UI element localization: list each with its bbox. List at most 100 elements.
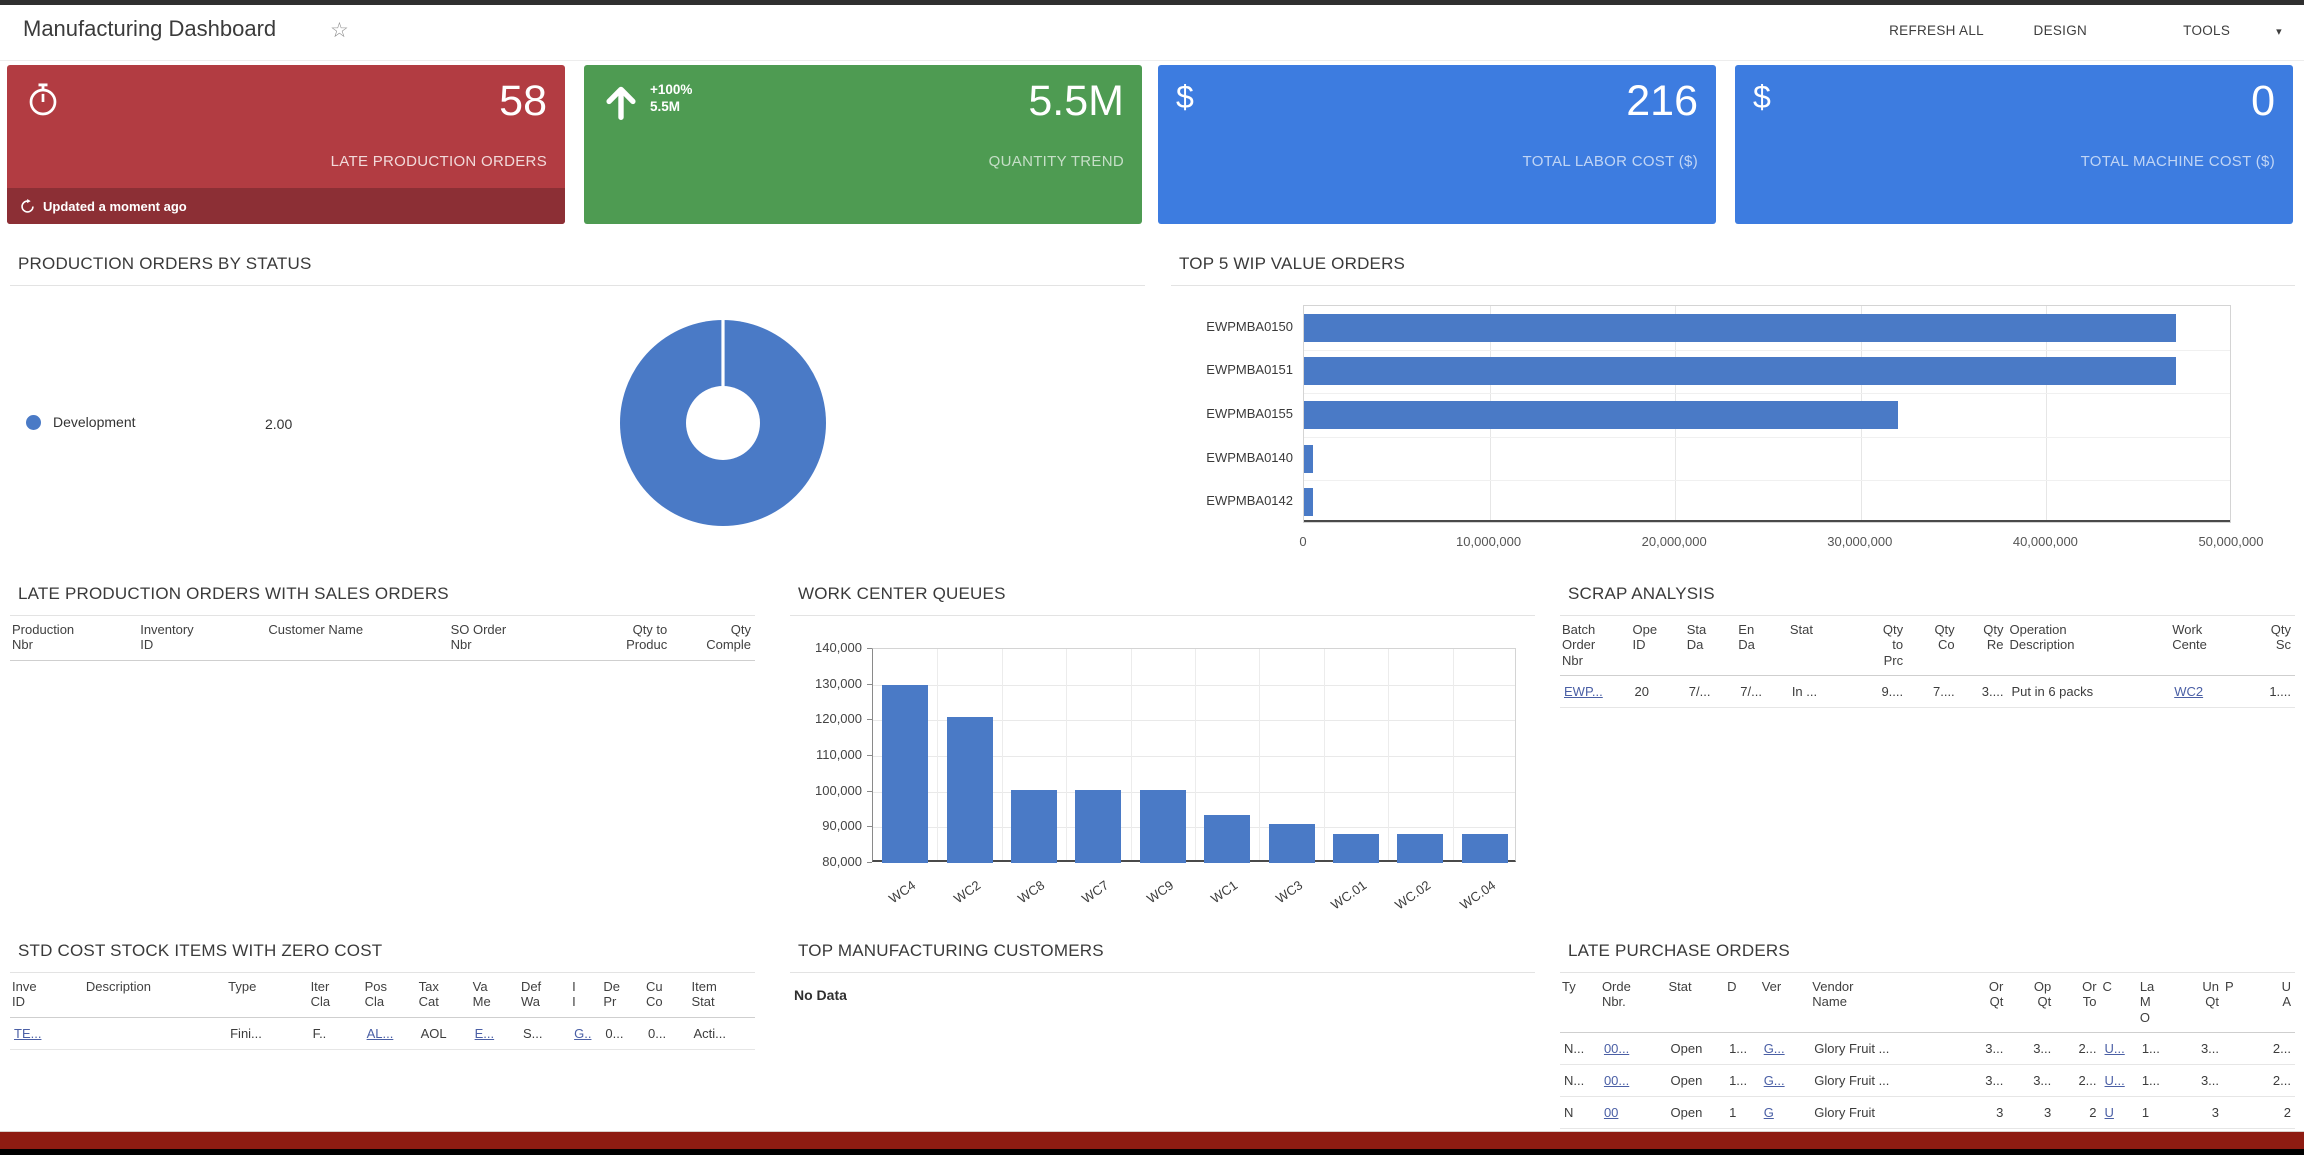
y-tick-label: 100,000 xyxy=(815,782,862,798)
design-button[interactable]: DESIGN xyxy=(2033,23,2088,38)
cell-link[interactable]: U... xyxy=(2104,1040,2125,1056)
column-header[interactable]: Qty Sc xyxy=(2240,616,2295,676)
bar[interactable] xyxy=(946,716,993,863)
column-header[interactable]: Ope ID xyxy=(1630,616,1685,676)
bar[interactable] xyxy=(882,684,929,863)
column-header[interactable]: Pos Cla xyxy=(362,973,417,1018)
column-header[interactable]: En Da xyxy=(1736,616,1788,676)
column-header[interactable]: Work Cente xyxy=(2170,616,2241,676)
bar[interactable] xyxy=(1075,789,1122,863)
bar[interactable] xyxy=(1333,834,1379,863)
column-header[interactable]: Ty xyxy=(1560,973,1600,1033)
column-header[interactable]: Stat xyxy=(1666,973,1726,1033)
x-tick-label: 50,000,000 xyxy=(2198,534,2264,549)
category-label: WC9 xyxy=(1143,877,1177,907)
cell-link[interactable]: 00... xyxy=(1603,1040,1630,1056)
column-header[interactable]: Qty Comple xyxy=(671,616,755,661)
cell-link[interactable]: U... xyxy=(2104,1072,2125,1088)
column-header[interactable]: Op Qt xyxy=(2007,973,2056,1033)
column-header[interactable]: Un Qt xyxy=(2177,973,2224,1033)
column-header[interactable]: P xyxy=(2223,973,2250,1033)
column-header[interactable]: Cu Co xyxy=(644,973,690,1018)
bar[interactable] xyxy=(1011,789,1057,863)
column-header[interactable]: Stat xyxy=(1787,616,1851,676)
column-header[interactable]: Item Stat xyxy=(689,973,755,1018)
bar[interactable] xyxy=(1139,789,1186,863)
column-header[interactable]: Iter Cla xyxy=(308,973,363,1018)
tools-button[interactable]: TOOLS ▾ xyxy=(2183,23,2282,38)
column-header[interactable]: Ver xyxy=(1759,973,1811,1033)
column-header[interactable]: Inventory ID xyxy=(138,616,267,661)
cell-link[interactable]: 00... xyxy=(1603,1072,1630,1088)
bar[interactable] xyxy=(1304,444,1314,473)
column-header[interactable]: Description xyxy=(83,973,227,1018)
kpi-late-production-orders[interactable]: 58 LATE PRODUCTION ORDERS Updated a mome… xyxy=(7,65,565,224)
column-header[interactable]: Production Nbr xyxy=(10,616,139,661)
column-header[interactable]: Def Wa xyxy=(518,973,571,1018)
legend-item[interactable]: Development xyxy=(26,414,136,430)
bar[interactable] xyxy=(1397,834,1444,863)
page-title: Manufacturing Dashboard xyxy=(23,16,277,41)
column-header[interactable]: De Pr xyxy=(601,973,645,1018)
panel-production-orders-by-status: PRODUCTION ORDERS BY STATUS Development … xyxy=(10,248,1145,566)
column-header[interactable]: D xyxy=(1725,973,1760,1033)
bar[interactable] xyxy=(1461,834,1508,863)
bar[interactable] xyxy=(1304,488,1314,517)
table-cell: 1... xyxy=(1725,1064,1760,1097)
cell-link[interactable]: EWP... xyxy=(1564,683,1603,699)
gridline xyxy=(873,827,1515,829)
column-header[interactable]: SO Order Nbr xyxy=(448,616,577,661)
category-label: WC.04 xyxy=(1456,877,1499,913)
favorite-star-icon[interactable]: ☆ xyxy=(330,19,349,42)
column-header[interactable]: Operation Description xyxy=(2007,616,2171,676)
table-cell: 2 xyxy=(2249,1096,2295,1129)
y-tick-mark xyxy=(867,790,872,792)
bar[interactable] xyxy=(1268,823,1315,863)
column-header[interactable]: Va Me xyxy=(470,973,519,1018)
y-tick-label: 80,000 xyxy=(822,854,862,869)
cell-link[interactable]: AL... xyxy=(366,1025,394,1041)
column-header[interactable]: Vendor Name xyxy=(1810,973,1960,1033)
cell-link[interactable]: G.. xyxy=(574,1025,592,1041)
cell-link[interactable]: G... xyxy=(1763,1072,1785,1088)
cell-link[interactable]: E... xyxy=(474,1025,495,1041)
table-cell: 3.... xyxy=(1958,675,2008,708)
bar[interactable] xyxy=(1304,313,2177,342)
column-header[interactable]: U A xyxy=(2249,973,2295,1033)
column-header[interactable]: Or Qt xyxy=(1959,973,2008,1033)
table-cell: 3... xyxy=(2177,1064,2224,1097)
column-header[interactable]: La M O xyxy=(2137,973,2178,1033)
column-header[interactable]: Type xyxy=(226,973,309,1018)
cell-link[interactable]: G xyxy=(1763,1104,1774,1120)
column-header[interactable]: I I xyxy=(570,973,602,1018)
kpi-total-labor-cost[interactable]: $ 216 TOTAL LABOR COST ($) xyxy=(1158,65,1716,224)
cell-link[interactable]: TE... xyxy=(14,1025,42,1041)
column-header[interactable]: Qty Co xyxy=(1907,616,1959,676)
slot-separator xyxy=(1130,649,1132,860)
bar[interactable] xyxy=(1304,401,1898,429)
column-header[interactable]: C xyxy=(2100,973,2138,1033)
column-header[interactable]: Customer Name xyxy=(266,616,449,661)
column-header[interactable]: Batch Order Nbr xyxy=(1560,616,1631,676)
column-header[interactable]: Qty to Prc xyxy=(1850,616,1908,676)
column-header[interactable]: Qty to Produc xyxy=(576,616,672,661)
bar[interactable] xyxy=(1204,814,1251,863)
column-header[interactable]: Sta Da xyxy=(1684,616,1737,676)
refresh-all-button[interactable]: REFRESH ALL xyxy=(1889,23,1984,38)
table-cell xyxy=(2223,1032,2250,1065)
kpi-label: TOTAL MACHINE COST ($) xyxy=(2080,153,2275,170)
table-cell: Fini... xyxy=(226,1017,309,1050)
bar[interactable] xyxy=(1304,357,2177,386)
kpi-quantity-trend[interactable]: +100% 5.5M 5.5M QUANTITY TREND xyxy=(584,65,1142,224)
column-header[interactable]: Orde Nbr. xyxy=(1599,973,1667,1033)
cell-link[interactable]: WC2 xyxy=(2174,683,2204,699)
column-header[interactable]: Or To xyxy=(2055,973,2101,1033)
kpi-total-machine-cost[interactable]: $ 0 TOTAL MACHINE COST ($) xyxy=(1735,65,2293,224)
column-header[interactable]: Inve ID xyxy=(10,973,84,1018)
cell-link[interactable]: 00 xyxy=(1603,1104,1619,1120)
column-header[interactable]: Tax Cat xyxy=(416,973,471,1018)
cell-link[interactable]: G... xyxy=(1763,1040,1785,1056)
cell-link[interactable]: U xyxy=(2104,1104,2114,1120)
column-header[interactable]: Qty Re xyxy=(1958,616,2008,676)
donut-chart[interactable] xyxy=(618,318,828,533)
